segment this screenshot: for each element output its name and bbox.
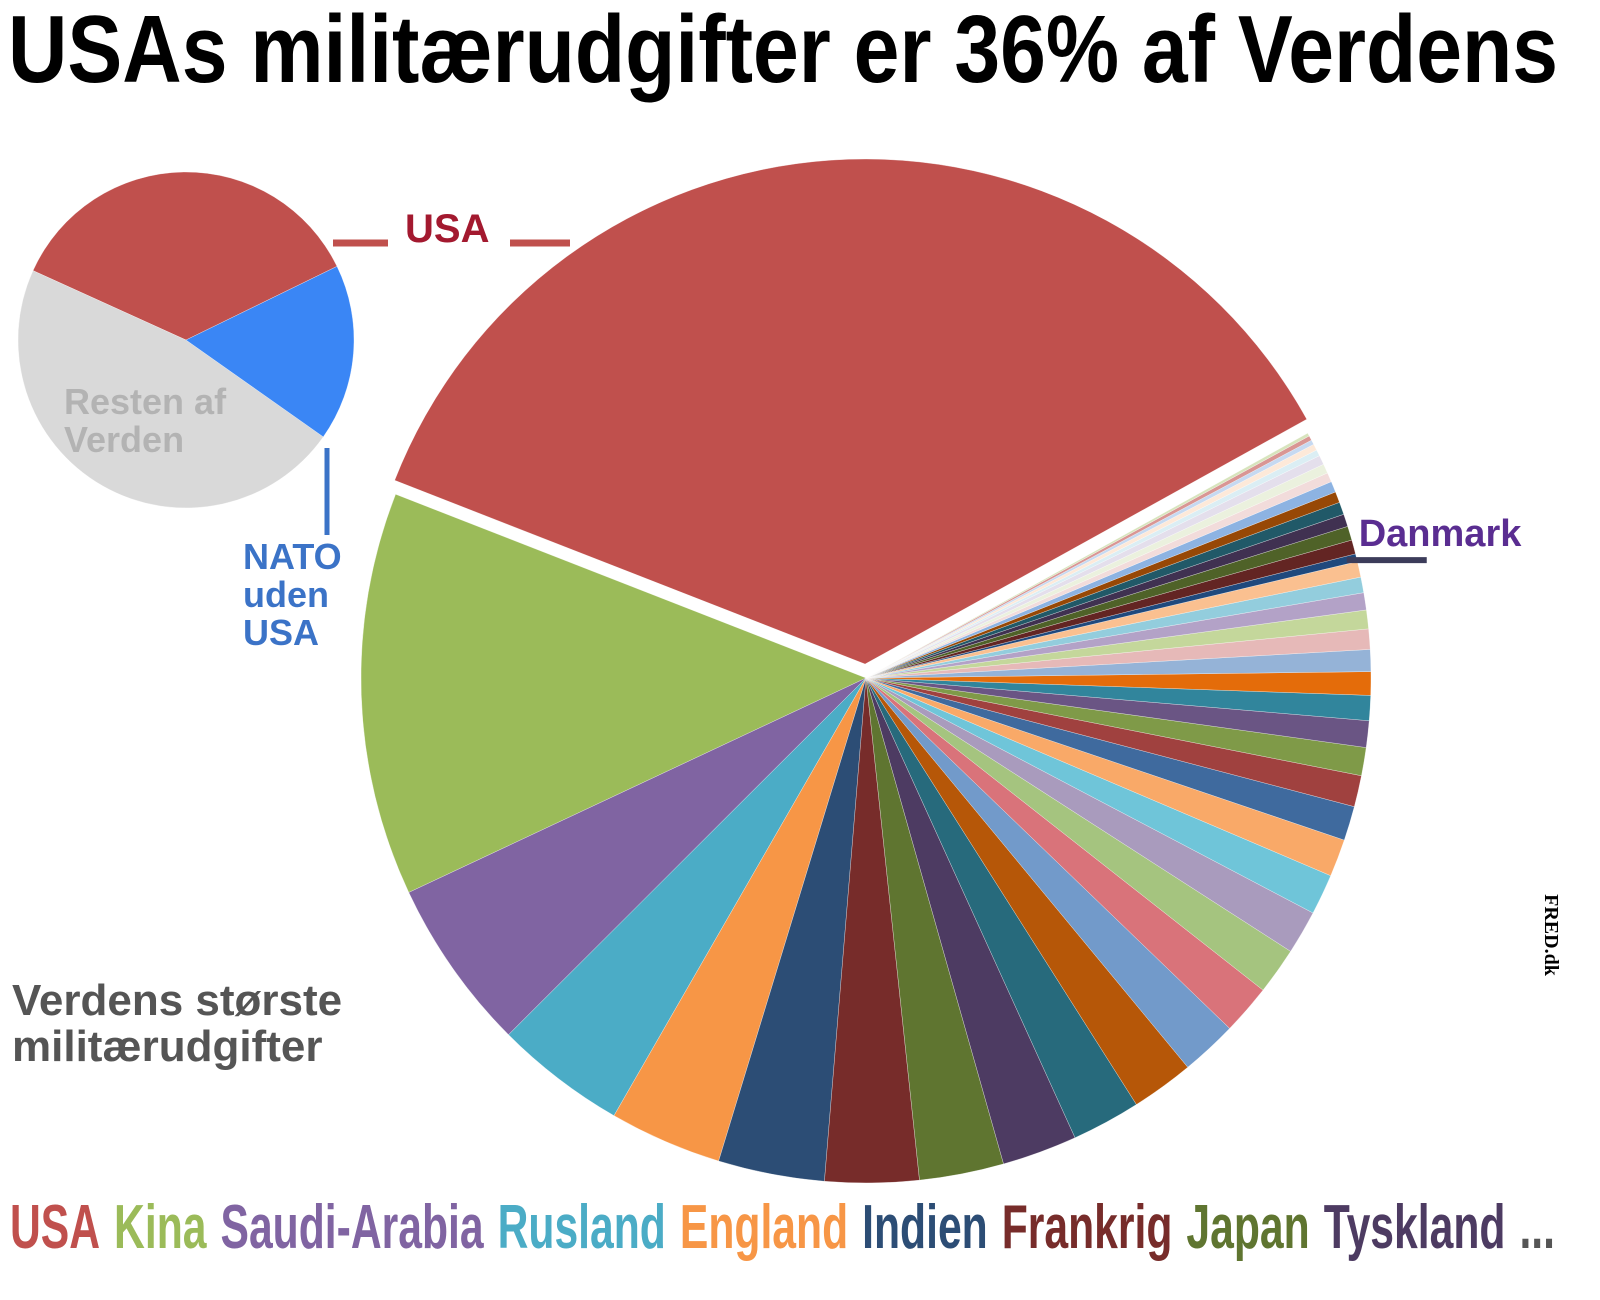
pie-slice: [185, 266, 355, 438]
pie-slice: [394, 158, 1307, 665]
slice-label: Resten af Verden: [64, 381, 227, 460]
slice-label: NATO uden USA: [243, 536, 342, 653]
legend-entry: Tyskland: [1324, 1193, 1506, 1262]
subtitle: Verdens største militærudgifter: [12, 976, 343, 1072]
pie-slice: [360, 494, 867, 893]
legend-entry: USA: [10, 1193, 100, 1262]
watermark: FRED.dk: [1540, 894, 1562, 977]
legend-entry: Frankrig: [1002, 1193, 1173, 1262]
legend-entry: Saudi-Arabia: [220, 1193, 483, 1262]
slice-label: Danmark: [1359, 513, 1522, 555]
legend-entry: Indien: [862, 1193, 988, 1262]
pie-slice: [32, 171, 338, 341]
legend-entry: Kina: [114, 1193, 207, 1262]
legend-more: ...: [1519, 1193, 1555, 1262]
pie-slice: [17, 270, 324, 509]
legend-entry: Rusland: [498, 1193, 666, 1262]
legend-entry: Japan: [1186, 1193, 1309, 1262]
legend-entry: England: [680, 1193, 848, 1262]
slice-label: USA: [405, 207, 490, 251]
pie-slice: [408, 677, 867, 1035]
chart-title: USAs militærudgifter er 36% af Verdens: [8, 0, 1558, 103]
pie-slice: [865, 432, 1310, 679]
